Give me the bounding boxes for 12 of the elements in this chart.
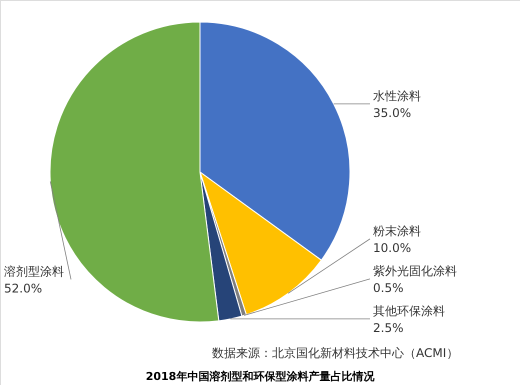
slice-label: 其他环保涂料: [373, 304, 445, 318]
slice-label: 溶剂型涂料: [4, 264, 64, 278]
data-label: 0.5%: [373, 280, 404, 295]
slice-label: 水性涂料: [373, 88, 421, 103]
data-label: 10.0%: [373, 240, 412, 255]
source-note: 数据来源：北京国化新材料技术中心（ACMI）: [212, 346, 458, 360]
data-label: 35.0%: [373, 106, 412, 120]
data-label: 2.5%: [373, 320, 404, 335]
slice-label: 紫外光固化涂料: [373, 264, 457, 278]
slice-label: 粉末涂料: [373, 224, 421, 238]
text: 2018年中国溶剂型和环保型涂料产量占比情况: [146, 370, 376, 383]
data-label: 52.0%: [4, 281, 42, 296]
